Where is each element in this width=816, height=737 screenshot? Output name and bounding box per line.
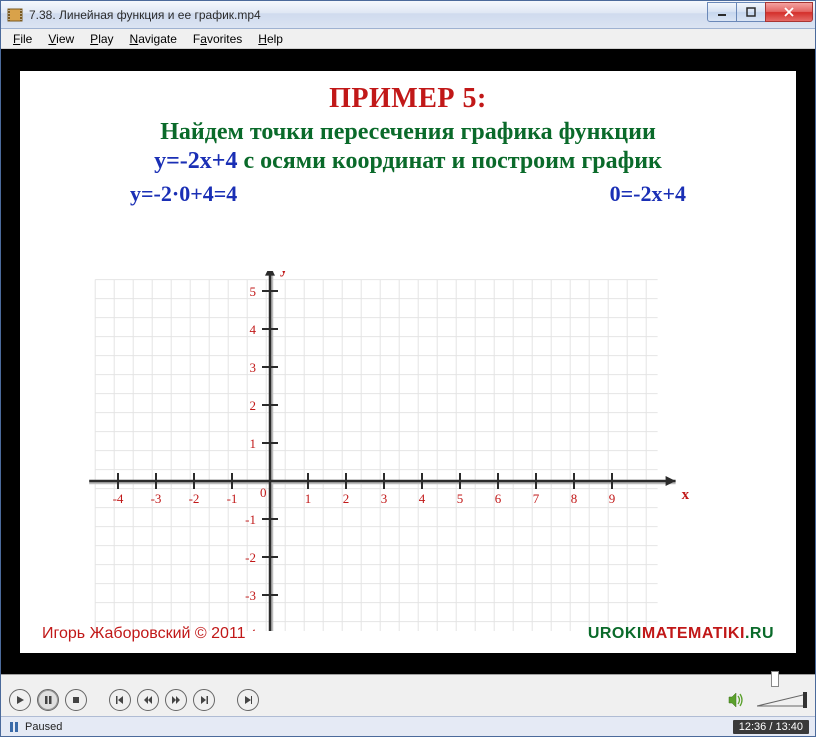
close-button[interactable] bbox=[765, 2, 813, 22]
window-title: 7.38. Линейная функция и ее график.mp4 bbox=[29, 8, 708, 22]
svg-text:3: 3 bbox=[250, 360, 257, 375]
time-display: 12:36 / 13:40 bbox=[733, 720, 809, 734]
skip-forward-button[interactable] bbox=[193, 689, 215, 711]
svg-text:-2: -2 bbox=[189, 491, 200, 506]
maximize-button[interactable] bbox=[736, 2, 766, 22]
minimize-icon bbox=[717, 7, 727, 17]
forward-button[interactable] bbox=[165, 689, 187, 711]
skip-back-button[interactable] bbox=[109, 689, 131, 711]
volume-handle[interactable] bbox=[803, 692, 807, 708]
slide-website: UROKIMATEMATIKI.RU bbox=[588, 625, 774, 643]
slide-calculations: y=-2·0+4=4 0=-2x+4 bbox=[20, 175, 796, 207]
svg-text:0: 0 bbox=[260, 485, 267, 500]
film-icon bbox=[7, 7, 23, 23]
statusbar: Paused 12:36 / 13:40 bbox=[1, 716, 815, 736]
play-button[interactable] bbox=[9, 689, 31, 711]
titlebar[interactable]: 7.38. Линейная функция и ее график.mp4 bbox=[1, 1, 815, 29]
calc-x-intercept: 0=-2x+4 bbox=[610, 181, 686, 207]
equation-text: y=-2x+4 bbox=[154, 148, 237, 174]
slide-title: ПРИМЕР 5: bbox=[20, 71, 796, 115]
svg-text:8: 8 bbox=[571, 491, 578, 506]
rewind-icon bbox=[143, 695, 153, 705]
svg-text:6: 6 bbox=[495, 491, 502, 506]
menu-favorites[interactable]: Favorites bbox=[185, 31, 250, 47]
calc-y-intercept: y=-2·0+4=4 bbox=[130, 181, 237, 207]
app-window: 7.38. Линейная функция и ее график.mp4 F… bbox=[0, 0, 816, 737]
svg-text:9: 9 bbox=[609, 491, 616, 506]
slide-content: ПРИМЕР 5: Найдем точки пересечения графи… bbox=[20, 71, 796, 653]
svg-text:-4: -4 bbox=[113, 491, 124, 506]
frame-step-button[interactable] bbox=[237, 689, 259, 711]
menu-help[interactable]: Help bbox=[250, 31, 291, 47]
menubar: File View Play Navigate Favorites Help bbox=[1, 29, 815, 49]
rewind-button[interactable] bbox=[137, 689, 159, 711]
svg-text:3: 3 bbox=[381, 491, 388, 506]
task-text: с осями координат и построим график bbox=[237, 148, 661, 174]
svg-text:-1: -1 bbox=[227, 491, 238, 506]
volume-track bbox=[757, 693, 807, 707]
playback-controls bbox=[1, 684, 815, 716]
svg-text:1: 1 bbox=[305, 491, 312, 506]
graph-svg: -4 -3 -2 -1 1 2 3 4 5 6 7 8 9 -4 -3 -2 -1 1 2 3 4 5 0 x y bbox=[80, 271, 740, 631]
svg-text:y: y bbox=[280, 271, 288, 278]
fast-forward-icon bbox=[171, 695, 181, 705]
coordinate-graph: -4 -3 -2 -1 1 2 3 4 5 6 7 8 9 -4 -3 -2 -1 1 2 3 4 5 0 x y bbox=[80, 271, 740, 631]
pause-button[interactable] bbox=[37, 689, 59, 711]
slide-author: Игорь Жаборовский © 2011 bbox=[42, 625, 246, 643]
seek-handle[interactable] bbox=[771, 671, 779, 687]
status-text: Paused bbox=[25, 721, 62, 733]
stop-icon bbox=[71, 695, 81, 705]
volume-slider[interactable] bbox=[757, 693, 807, 707]
seekbar[interactable] bbox=[1, 674, 815, 684]
svg-text:2: 2 bbox=[250, 398, 257, 413]
svg-text:-2: -2 bbox=[245, 550, 256, 565]
svg-text:-1: -1 bbox=[245, 512, 256, 527]
stop-button[interactable] bbox=[65, 689, 87, 711]
skip-back-icon bbox=[115, 695, 125, 705]
menu-play[interactable]: Play bbox=[82, 31, 121, 47]
svg-text:-4: -4 bbox=[245, 626, 256, 631]
skip-forward-icon bbox=[199, 695, 209, 705]
svg-text:-3: -3 bbox=[151, 491, 162, 506]
minimize-button[interactable] bbox=[707, 2, 737, 22]
maximize-icon bbox=[746, 7, 756, 17]
menu-view[interactable]: View bbox=[40, 31, 82, 47]
frame-step-icon bbox=[243, 695, 253, 705]
status-pause-icon bbox=[7, 720, 21, 734]
svg-text:4: 4 bbox=[250, 322, 257, 337]
svg-text:5: 5 bbox=[250, 284, 257, 299]
play-icon bbox=[15, 695, 25, 705]
video-area[interactable]: ПРИМЕР 5: Найдем точки пересечения графи… bbox=[1, 49, 815, 674]
menu-file[interactable]: File bbox=[5, 31, 40, 47]
svg-text:4: 4 bbox=[419, 491, 426, 506]
close-icon bbox=[783, 7, 795, 17]
svg-text:2: 2 bbox=[343, 491, 350, 506]
svg-text:-3: -3 bbox=[245, 588, 256, 603]
svg-text:5: 5 bbox=[457, 491, 464, 506]
svg-text:7: 7 bbox=[533, 491, 540, 506]
svg-text:1: 1 bbox=[250, 436, 257, 451]
slide-problem-line1: Найдем точки пересечения графика функции bbox=[20, 119, 796, 146]
pause-icon bbox=[43, 695, 53, 705]
volume-icon[interactable] bbox=[727, 691, 745, 709]
svg-text:x: x bbox=[682, 487, 690, 503]
menu-navigate[interactable]: Navigate bbox=[122, 31, 185, 47]
window-buttons bbox=[708, 2, 813, 22]
slide-problem-line2: y=-2x+4 с осями координат и построим гра… bbox=[20, 148, 796, 175]
